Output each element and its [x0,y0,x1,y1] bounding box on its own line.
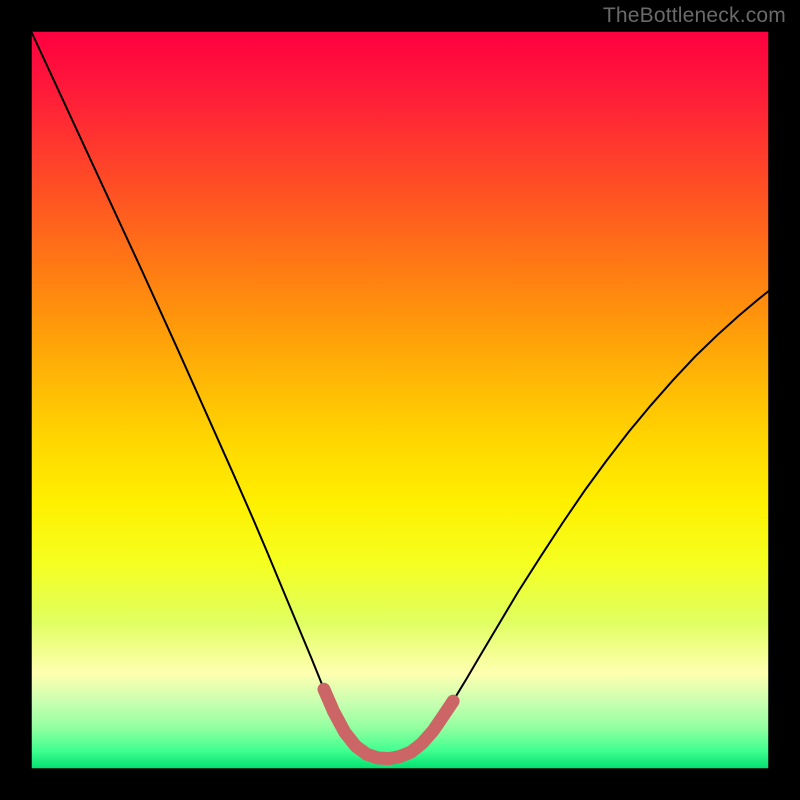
watermark-text: TheBottleneck.com [603,4,786,28]
chart-svg [0,0,800,800]
chart-canvas: { "watermark": { "text": "TheBottleneck.… [0,0,800,800]
gradient-background [31,31,769,769]
